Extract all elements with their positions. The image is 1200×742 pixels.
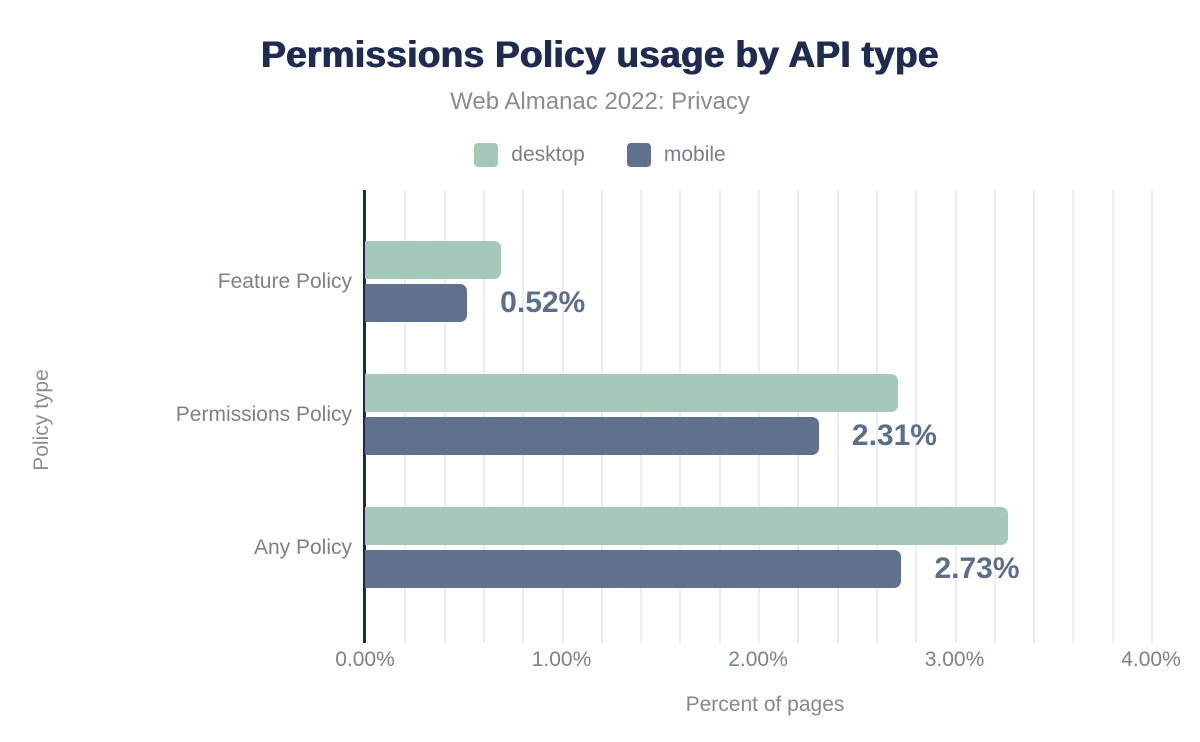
gridline xyxy=(600,190,603,643)
x-tick-0.00%: 0.00% xyxy=(335,648,395,671)
gridline xyxy=(443,190,446,643)
value-label-permissions-policy: 2.31% xyxy=(851,419,937,452)
chart-title: Permissions Policy usage by API type xyxy=(261,34,939,75)
bar-desktop-any-policy xyxy=(365,507,1008,545)
bar-mobile-permissions-policy xyxy=(365,417,819,455)
category-label-any-policy: Any Policy xyxy=(253,535,352,559)
gridline xyxy=(1072,190,1075,643)
desktop-swatch-icon xyxy=(474,143,499,167)
x-tick-2.00%: 2.00% xyxy=(728,648,788,671)
x-tick-3.00%: 3.00% xyxy=(924,648,985,671)
y-axis-line xyxy=(363,190,366,643)
bar-mobile-any-policy xyxy=(365,550,902,588)
gridline xyxy=(797,190,800,643)
legend: desktop mobile xyxy=(0,143,1200,167)
x-tick-4.00%: 4.00% xyxy=(1121,648,1181,671)
mobile-swatch-icon xyxy=(626,143,651,167)
category-label-permissions-policy: Permissions Policy xyxy=(175,402,352,426)
gridline xyxy=(915,190,918,643)
gridline xyxy=(404,190,407,643)
gridline xyxy=(640,190,643,643)
bar-desktop-feature-policy xyxy=(365,241,501,279)
gridline xyxy=(1151,190,1153,643)
bar-mobile-feature-policy xyxy=(365,284,468,322)
chart-subtitle: Web Almanac 2022: Privacy xyxy=(450,88,750,115)
legend-item-desktop: desktop xyxy=(474,143,585,167)
category-label-feature-policy: Feature Policy xyxy=(217,269,352,293)
gridline xyxy=(836,190,839,643)
gridline xyxy=(954,190,957,643)
bar-desktop-permissions-policy xyxy=(365,374,898,412)
x-tick-1.00%: 1.00% xyxy=(531,648,592,671)
gridline xyxy=(993,190,996,643)
value-label-feature-policy: 0.52% xyxy=(500,286,586,319)
gridline xyxy=(718,190,721,643)
gridline xyxy=(875,190,878,643)
gridline xyxy=(758,190,760,643)
gridline xyxy=(561,190,564,643)
gridline xyxy=(1033,190,1036,643)
gridline xyxy=(1111,190,1114,643)
legend-label-mobile: mobile xyxy=(663,143,726,166)
x-axis-title: Percent of pages xyxy=(685,693,845,716)
gridline xyxy=(482,190,485,643)
gridline xyxy=(679,190,682,643)
legend-item-mobile: mobile xyxy=(626,143,726,167)
gridline xyxy=(522,190,525,643)
value-label-any-policy: 2.73% xyxy=(934,552,1020,585)
legend-label-desktop: desktop xyxy=(511,143,585,166)
